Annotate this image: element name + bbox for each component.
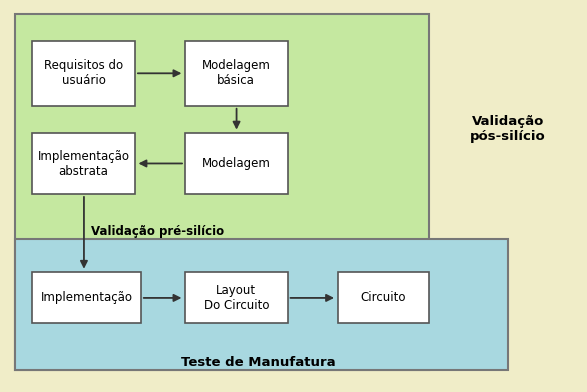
Text: Validação
pós-silício: Validação pós-silício — [470, 115, 546, 143]
FancyBboxPatch shape — [32, 133, 135, 194]
FancyBboxPatch shape — [185, 41, 288, 106]
FancyBboxPatch shape — [185, 272, 288, 323]
Text: Layout
Do Circuito: Layout Do Circuito — [204, 284, 269, 312]
Text: Requisitos do
usuário: Requisitos do usuário — [44, 60, 123, 87]
FancyBboxPatch shape — [32, 272, 141, 323]
FancyBboxPatch shape — [15, 239, 508, 370]
FancyBboxPatch shape — [15, 14, 429, 370]
FancyBboxPatch shape — [32, 41, 135, 106]
Text: Modelagem: Modelagem — [202, 157, 271, 170]
Text: Circuito: Circuito — [360, 291, 406, 305]
Text: Teste de Manufatura: Teste de Manufatura — [181, 356, 336, 369]
FancyBboxPatch shape — [338, 272, 429, 323]
Text: Implementação
abstrata: Implementação abstrata — [38, 150, 130, 178]
FancyBboxPatch shape — [185, 133, 288, 194]
Text: Implementação: Implementação — [41, 291, 133, 305]
Text: Modelagem
básica: Modelagem básica — [202, 60, 271, 87]
Text: Validação pré-silício: Validação pré-silício — [91, 225, 224, 238]
